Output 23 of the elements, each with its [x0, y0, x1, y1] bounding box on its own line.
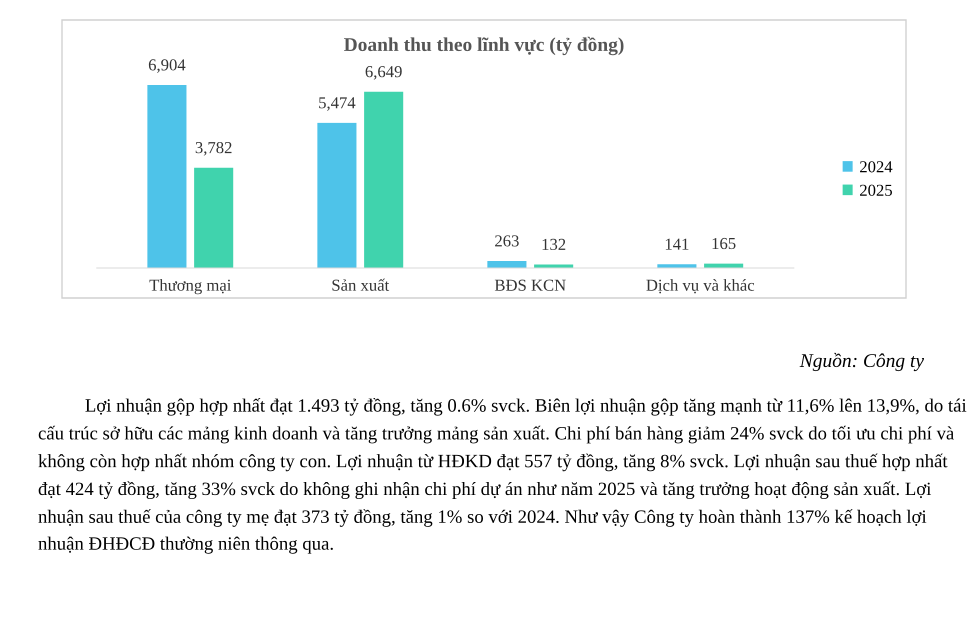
bar	[704, 264, 744, 268]
data-label: 3,782	[196, 142, 232, 156]
x-tick-label: Sản xuất	[332, 278, 390, 291]
chart-title: Doanh thu theo lĩnh vực (tỷ đồng)	[344, 36, 624, 56]
x-tick-label: Dịch vụ và khác	[646, 279, 754, 294]
x-tick-label: BĐS KCN	[494, 280, 566, 291]
data-label: 141	[666, 238, 688, 250]
bar	[147, 85, 186, 268]
data-label: 263	[495, 235, 519, 247]
bar	[364, 92, 404, 268]
bar	[487, 261, 526, 268]
data-label: 5,474	[319, 97, 356, 111]
data-label: 165	[712, 238, 736, 250]
text: Nguồn: Công ty	[800, 352, 924, 372]
x-tick-label: Thương mại	[150, 279, 232, 294]
legend-label: 2025	[860, 184, 892, 196]
text: Lợi nhuận gộp hợp nhất đạt 1.493 tỷ đồng, tăng 0.6% svck. Biên lợi nhuận gộp tăng mạnh từ 11,6% lên 13,9%, do tái cấu trúc sở hữu các mảng kinh doanh và tăng trưởng mảng sản xuất. Chi phí bán hàng giảm 24% svck do tối ưu chi phí và không còn hợp nhất nhóm công ty con. Lợi nhuận từ HĐKD đạt 557 tỷ đồng, tăng 8% svck. Lợi nhuận sau thuế hợp nhất đạt 424 tỷ đồng, tăng 33% svck do không ghi nhận chi phí dự án như năm 2025 và tăng trưởng hoạt động sản xuất. Lợi nhuận sau thuế của công ty mẹ đạt 373 tỷ đồng, tăng 1% so với 2024. Như vậy Công ty hoàn thành 137% kế hoạch lợi nhuận ĐHĐCĐ thường niên thông qua.	[38, 398, 966, 554]
legend-label: 2024	[860, 161, 892, 172]
bar	[317, 122, 356, 268]
data-label: 132	[542, 238, 566, 250]
data-label: 6,649	[366, 66, 402, 80]
bar	[194, 168, 234, 268]
data-label: 6,904	[148, 59, 186, 73]
